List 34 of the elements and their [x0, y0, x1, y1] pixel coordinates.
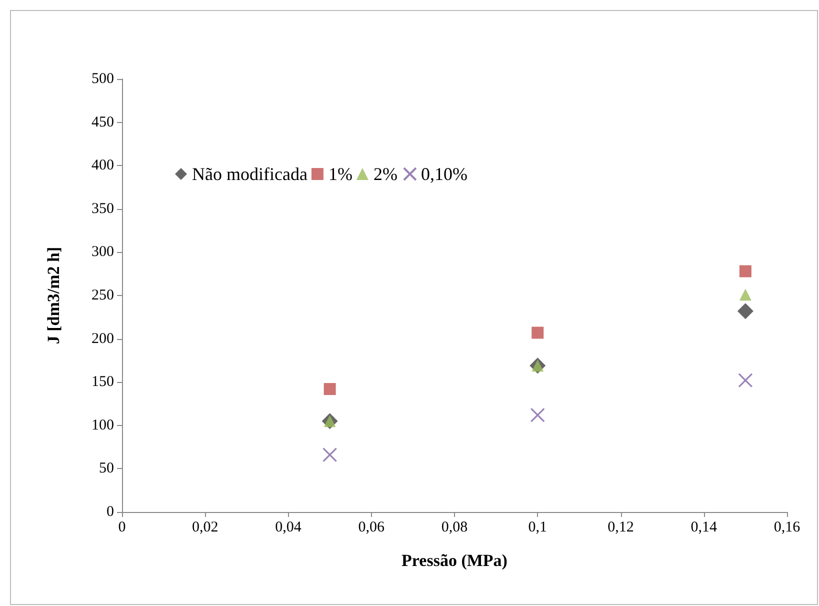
y-tick-label: 150 — [92, 374, 114, 390]
x-tick-label: 0,16 — [774, 520, 801, 536]
x-tick-label: 0,14 — [690, 520, 718, 536]
legend-label: 1% — [328, 164, 352, 184]
legend-label: 0,10% — [420, 164, 468, 184]
x-tick-label: 0 — [118, 520, 126, 536]
x-tick-label: 0,1 — [528, 520, 547, 536]
y-tick-label: 0 — [106, 504, 114, 520]
point — [532, 326, 544, 339]
y-axis-title: J [dm3/m2 h] — [44, 246, 63, 344]
y-tick-label: 350 — [92, 200, 114, 217]
legend-label: 2% — [373, 164, 398, 184]
legend-label: Não modificada — [192, 164, 308, 184]
x-tick-label: 0,06 — [358, 520, 385, 536]
x-tick-label: 0,12 — [608, 520, 634, 536]
point — [739, 265, 752, 278]
point — [530, 408, 545, 422]
point — [322, 448, 338, 462]
y-tick-label: 50 — [99, 460, 114, 477]
point — [739, 288, 752, 301]
y-tick-label: 250 — [92, 288, 114, 304]
y-tick-label: 200 — [92, 330, 114, 347]
y-tick-label: 400 — [92, 158, 114, 174]
point — [324, 383, 336, 396]
x-tick-label: 0,02 — [192, 520, 218, 536]
y-tick-label: 450 — [92, 114, 114, 130]
y-tick-label: 500 — [92, 71, 114, 87]
y-tick-label: 300 — [92, 244, 114, 260]
point — [737, 303, 754, 320]
y-tick-label: 100 — [92, 417, 114, 434]
point — [738, 373, 753, 388]
x-tick-label: 0,08 — [441, 520, 468, 536]
x-axis-title: Pressão (MPa) — [402, 551, 508, 570]
x-tick-label: 0,04 — [275, 520, 302, 536]
